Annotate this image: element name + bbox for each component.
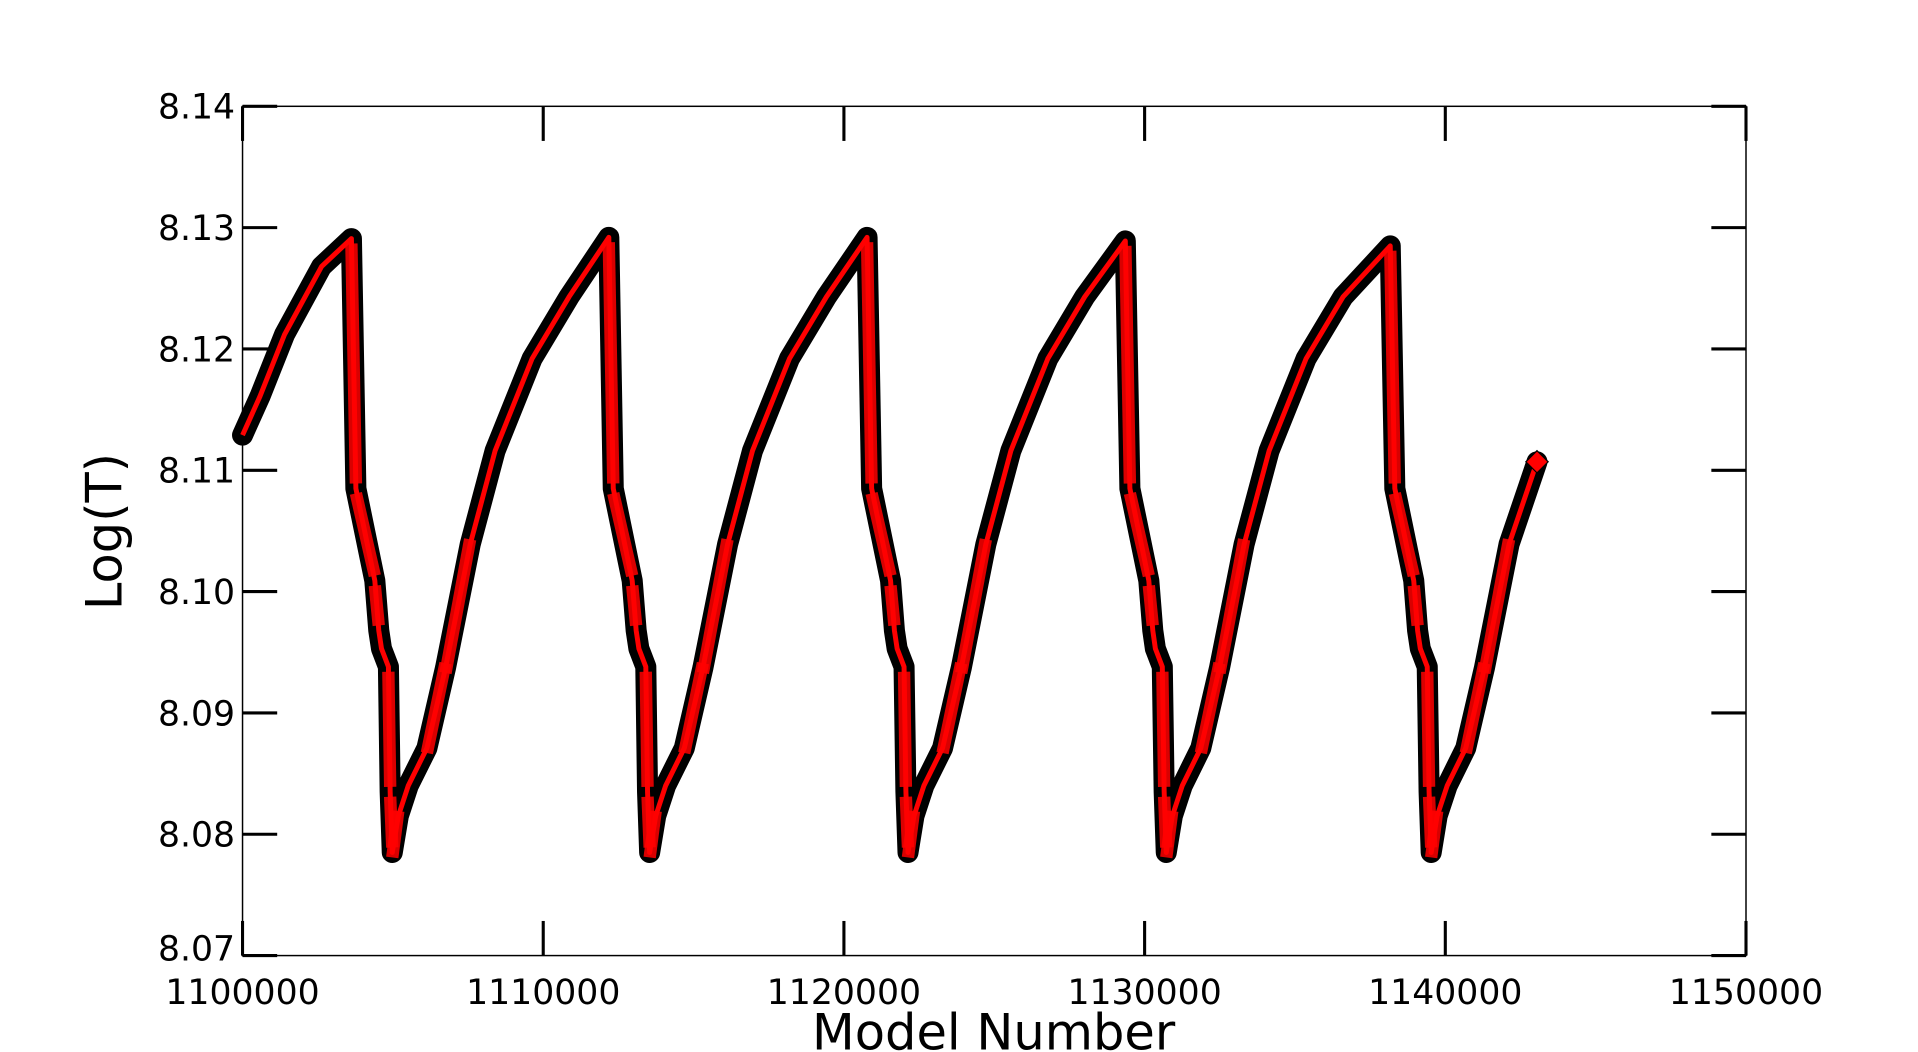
y-tick-label: 8.08 xyxy=(158,816,235,856)
x-tick-label: 1130000 xyxy=(1067,973,1221,1013)
y-tick-label: 8.07 xyxy=(158,930,235,970)
series-line xyxy=(240,234,1540,855)
x-tick-label: 1150000 xyxy=(1669,973,1823,1013)
y-tick-label: 8.09 xyxy=(158,694,235,734)
x-tick-label: 1100000 xyxy=(165,973,319,1013)
y-tick-label: 8.12 xyxy=(158,330,235,370)
x-axis-label: Model Number xyxy=(812,1004,1176,1052)
y-tick-label: 8.14 xyxy=(158,88,235,128)
y-tick-label: 8.11 xyxy=(158,452,235,492)
y-tick-label: 8.13 xyxy=(158,209,235,249)
x-tick-label: 1120000 xyxy=(767,973,921,1013)
y-tick-label: 8.10 xyxy=(158,573,235,613)
x-tick-label: 1110000 xyxy=(466,973,620,1013)
y-axis-label: Log(T) xyxy=(75,453,133,610)
x-tick-label: 1140000 xyxy=(1368,973,1522,1013)
last-point-marker xyxy=(1524,449,1550,474)
